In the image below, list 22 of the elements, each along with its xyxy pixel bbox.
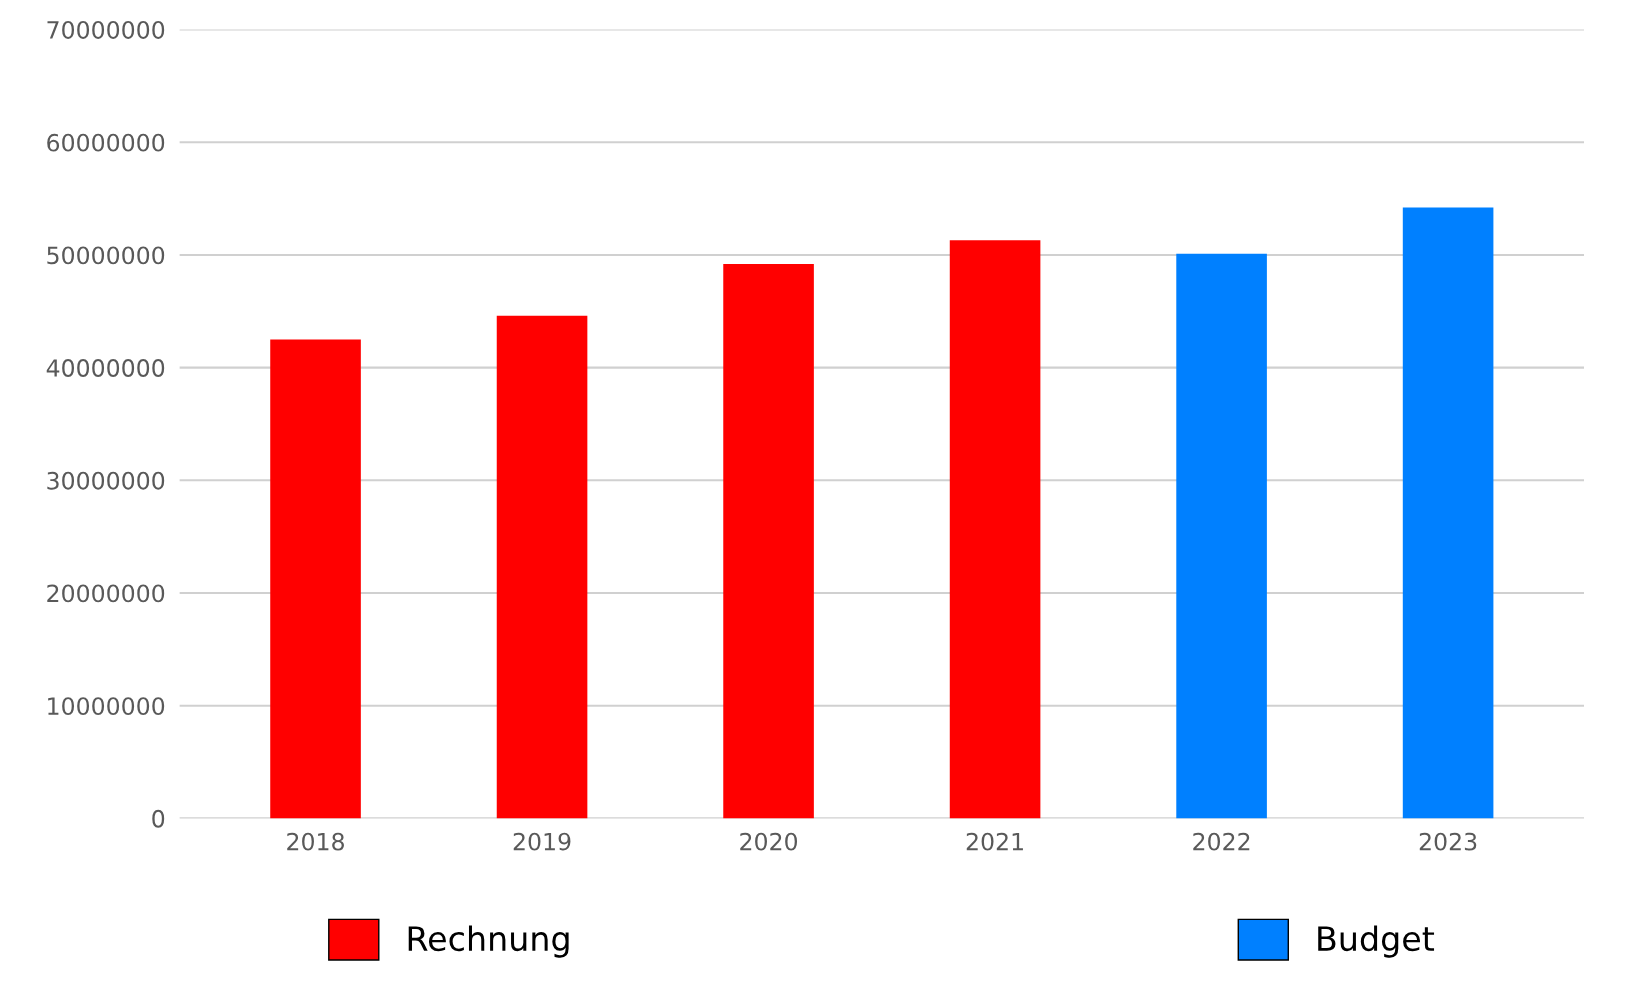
legend-label: Budget <box>1318 925 1435 958</box>
x-tick-label: 2018 <box>287 832 344 851</box>
bar <box>1402 207 1494 819</box>
legend-label: Rechnung <box>408 925 569 958</box>
y-tick-label: 60000000 <box>47 133 165 152</box>
bar <box>1176 253 1267 819</box>
bar <box>270 339 361 819</box>
y-tick-label: 0 <box>152 809 165 828</box>
x-tick-label: 2021 <box>966 832 1023 851</box>
y-tick-label: 10000000 <box>48 697 165 715</box>
y-tick-label: 20000000 <box>47 584 165 603</box>
x-tick-label: 2020 <box>740 832 798 851</box>
bar <box>949 240 1041 819</box>
x-tick-label: 2019 <box>513 832 571 851</box>
y-tick-label: 50000000 <box>47 246 165 265</box>
x-tick-label: 2023 <box>1419 832 1477 851</box>
y-tick-label: 70000000 <box>47 21 165 39</box>
bar <box>723 263 814 819</box>
y-tick-label: 30000000 <box>47 471 165 490</box>
y-tick-label: 40000000 <box>46 359 165 377</box>
x-tick-label: 2022 <box>1193 832 1250 851</box>
bar <box>496 315 588 819</box>
